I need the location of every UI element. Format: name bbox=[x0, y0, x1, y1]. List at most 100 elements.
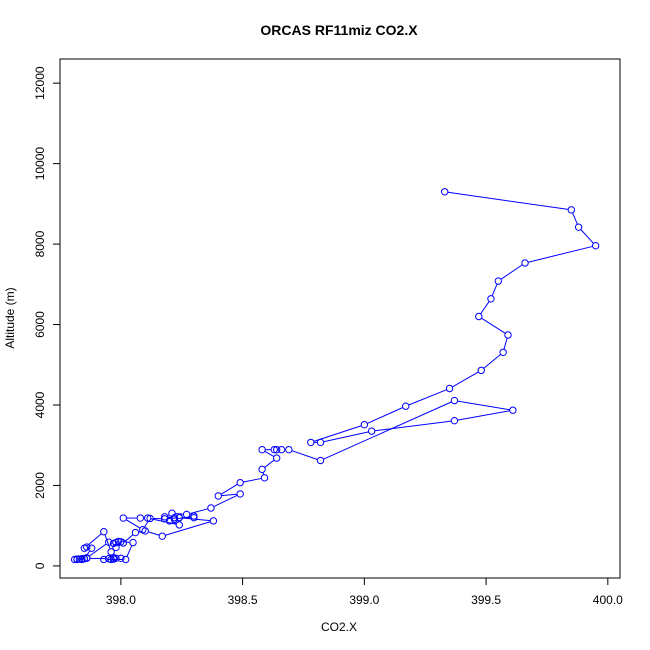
data-point bbox=[107, 548, 115, 556]
data-point bbox=[117, 554, 125, 562]
data-point bbox=[70, 555, 79, 564]
data-point bbox=[160, 513, 169, 521]
series-segment bbox=[481, 317, 506, 334]
y-tick-label: 2000 bbox=[33, 472, 47, 499]
data-point bbox=[165, 517, 174, 525]
data-point bbox=[272, 445, 281, 454]
y-tick-label: 0 bbox=[33, 562, 47, 569]
y-tick-label: 12000 bbox=[33, 66, 47, 100]
data-point bbox=[499, 348, 507, 356]
data-point bbox=[450, 396, 459, 405]
data-point bbox=[143, 514, 152, 522]
chart-title: ORCAS RF11miz CO2.X bbox=[260, 22, 418, 38]
series-segment bbox=[220, 483, 238, 495]
series-segment bbox=[125, 534, 134, 542]
series-segment bbox=[452, 371, 479, 388]
x-tick-label: 399.5 bbox=[471, 593, 501, 607]
data-point bbox=[504, 331, 512, 339]
data-point bbox=[207, 504, 215, 512]
data-point bbox=[236, 478, 244, 487]
y-tick-label: 10000 bbox=[33, 147, 47, 181]
data-point bbox=[158, 532, 166, 540]
series-segment bbox=[367, 407, 404, 424]
x-tick-label: 400.0 bbox=[593, 593, 623, 607]
data-point bbox=[591, 241, 600, 250]
data-point bbox=[109, 555, 118, 563]
data-point bbox=[509, 406, 517, 414]
data-point bbox=[136, 514, 145, 522]
data-point bbox=[182, 510, 191, 519]
series-segment bbox=[457, 410, 510, 421]
data-point bbox=[360, 421, 369, 429]
data-point bbox=[285, 445, 293, 454]
series-segment bbox=[165, 521, 211, 536]
data-point bbox=[494, 277, 502, 285]
series-segment bbox=[491, 283, 498, 297]
data-point bbox=[402, 402, 410, 410]
data-point bbox=[567, 206, 576, 214]
data-point bbox=[80, 554, 89, 563]
data-point bbox=[258, 465, 266, 474]
data-point bbox=[477, 366, 485, 375]
series-segment bbox=[447, 191, 569, 210]
data-point bbox=[160, 515, 169, 523]
data-point bbox=[450, 416, 459, 425]
series-segment bbox=[503, 337, 508, 350]
series-segment bbox=[323, 401, 452, 460]
series-segment bbox=[264, 459, 275, 468]
data-point bbox=[146, 514, 154, 523]
data-point bbox=[445, 384, 454, 393]
data-point bbox=[440, 188, 449, 196]
data-point bbox=[316, 438, 325, 447]
series-segment bbox=[480, 301, 490, 315]
data-point bbox=[75, 555, 84, 563]
data-point bbox=[73, 555, 81, 563]
series-segment bbox=[483, 353, 501, 369]
series-segment bbox=[89, 543, 107, 557]
data-point bbox=[316, 456, 325, 465]
x-tick-label: 399.0 bbox=[349, 593, 379, 607]
data-point bbox=[307, 438, 315, 447]
data-point bbox=[236, 490, 244, 498]
series-segment bbox=[221, 493, 238, 497]
x-tick-label: 398.5 bbox=[228, 593, 258, 607]
y-axis: 0 2000 4000 6000 8000 10000 12000 bbox=[33, 66, 61, 569]
data-point bbox=[83, 543, 91, 551]
data-point bbox=[117, 538, 125, 546]
data-point bbox=[78, 554, 86, 563]
data-point bbox=[119, 514, 128, 522]
data-point bbox=[270, 445, 278, 454]
y-tick-label: 6000 bbox=[33, 311, 47, 338]
series-segment bbox=[86, 533, 102, 547]
x-axis: 398.0 398.5 399.0 399.5 400.0 bbox=[106, 577, 623, 607]
data-point bbox=[487, 295, 495, 303]
series-segment bbox=[213, 494, 238, 508]
data-point bbox=[277, 445, 286, 454]
series-segment bbox=[148, 531, 160, 536]
series-segment bbox=[408, 389, 447, 406]
data-point bbox=[122, 555, 130, 564]
data-point bbox=[521, 259, 529, 267]
series-segment bbox=[323, 431, 369, 443]
data-point bbox=[475, 312, 483, 321]
data-point bbox=[109, 539, 118, 548]
series-layer bbox=[70, 188, 600, 564]
data-point bbox=[141, 527, 149, 535]
data-point bbox=[87, 544, 96, 552]
series-segment bbox=[126, 545, 133, 557]
y-axis-label: Altitude (m) bbox=[3, 287, 17, 348]
data-point bbox=[190, 512, 198, 520]
series-segment bbox=[125, 519, 141, 529]
data-point bbox=[272, 454, 281, 462]
series-segment bbox=[175, 512, 184, 515]
series-segment bbox=[243, 477, 262, 483]
series-segment bbox=[291, 450, 318, 460]
series-segment bbox=[457, 400, 510, 411]
data-point bbox=[574, 223, 583, 231]
series-segment bbox=[528, 245, 593, 263]
data-point bbox=[170, 515, 179, 523]
series-segment bbox=[313, 425, 362, 442]
x-tick-label: 398.0 bbox=[106, 593, 136, 607]
